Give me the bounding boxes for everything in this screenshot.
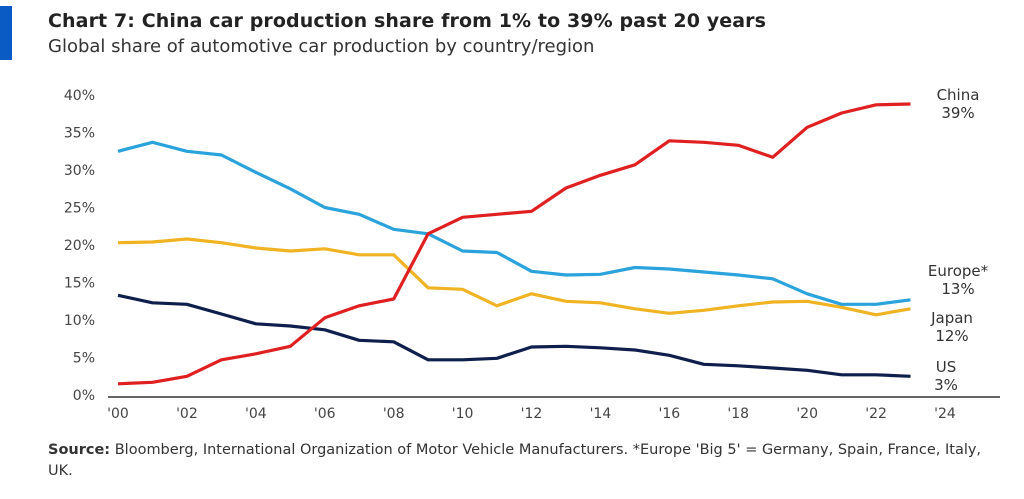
x-tick-label: '24 [934, 406, 956, 422]
series-value-label: 3% [934, 376, 958, 394]
y-tick-label: 25% [64, 201, 95, 217]
x-tick-label: '02 [176, 406, 198, 422]
x-tick-label: '08 [383, 406, 405, 422]
x-tick-label: '12 [521, 406, 543, 422]
y-tick-label: 30% [64, 163, 95, 179]
x-tick-label: '14 [590, 406, 612, 422]
y-tick-label: 5% [73, 351, 95, 367]
source-label: Source: [48, 442, 111, 458]
y-tick-label: 0% [73, 388, 95, 404]
series-value-label: 12% [935, 327, 968, 345]
y-tick-label: 20% [64, 238, 95, 254]
series-value-label: 13% [941, 280, 974, 298]
accent-bar [0, 6, 12, 60]
x-tick-label: '10 [452, 406, 474, 422]
x-tick-label: '06 [314, 406, 336, 422]
chart-subtitle: Global share of automotive car productio… [48, 36, 595, 57]
x-tick-label: '22 [865, 406, 887, 422]
series-name-label: US [936, 358, 957, 376]
y-tick-label: 35% [64, 126, 95, 142]
series-name-label: China [937, 86, 980, 104]
series-line-china [117, 102, 911, 386]
series-line-japan [117, 237, 911, 317]
source-note: Source: Bloomberg, International Organiz… [48, 440, 1008, 482]
x-tick-label: '00 [107, 406, 129, 422]
x-tick-label: '16 [658, 406, 680, 422]
x-tick-label: '04 [245, 406, 267, 422]
y-tick-label: 10% [64, 313, 95, 329]
series-value-label: 39% [941, 104, 974, 122]
series-line-us [117, 293, 911, 378]
series-name-label: Japan [930, 309, 973, 327]
series-name-label: Europe* [928, 262, 989, 280]
source-text: Bloomberg, International Organization of… [48, 442, 982, 479]
y-tick-label: 15% [64, 276, 95, 292]
x-tick-label: '20 [796, 406, 818, 422]
series-line-europe [117, 140, 911, 306]
y-tick-label: 40% [64, 88, 95, 104]
chart-title: Chart 7: China car production share from… [48, 10, 767, 32]
x-tick-label: '18 [727, 406, 749, 422]
